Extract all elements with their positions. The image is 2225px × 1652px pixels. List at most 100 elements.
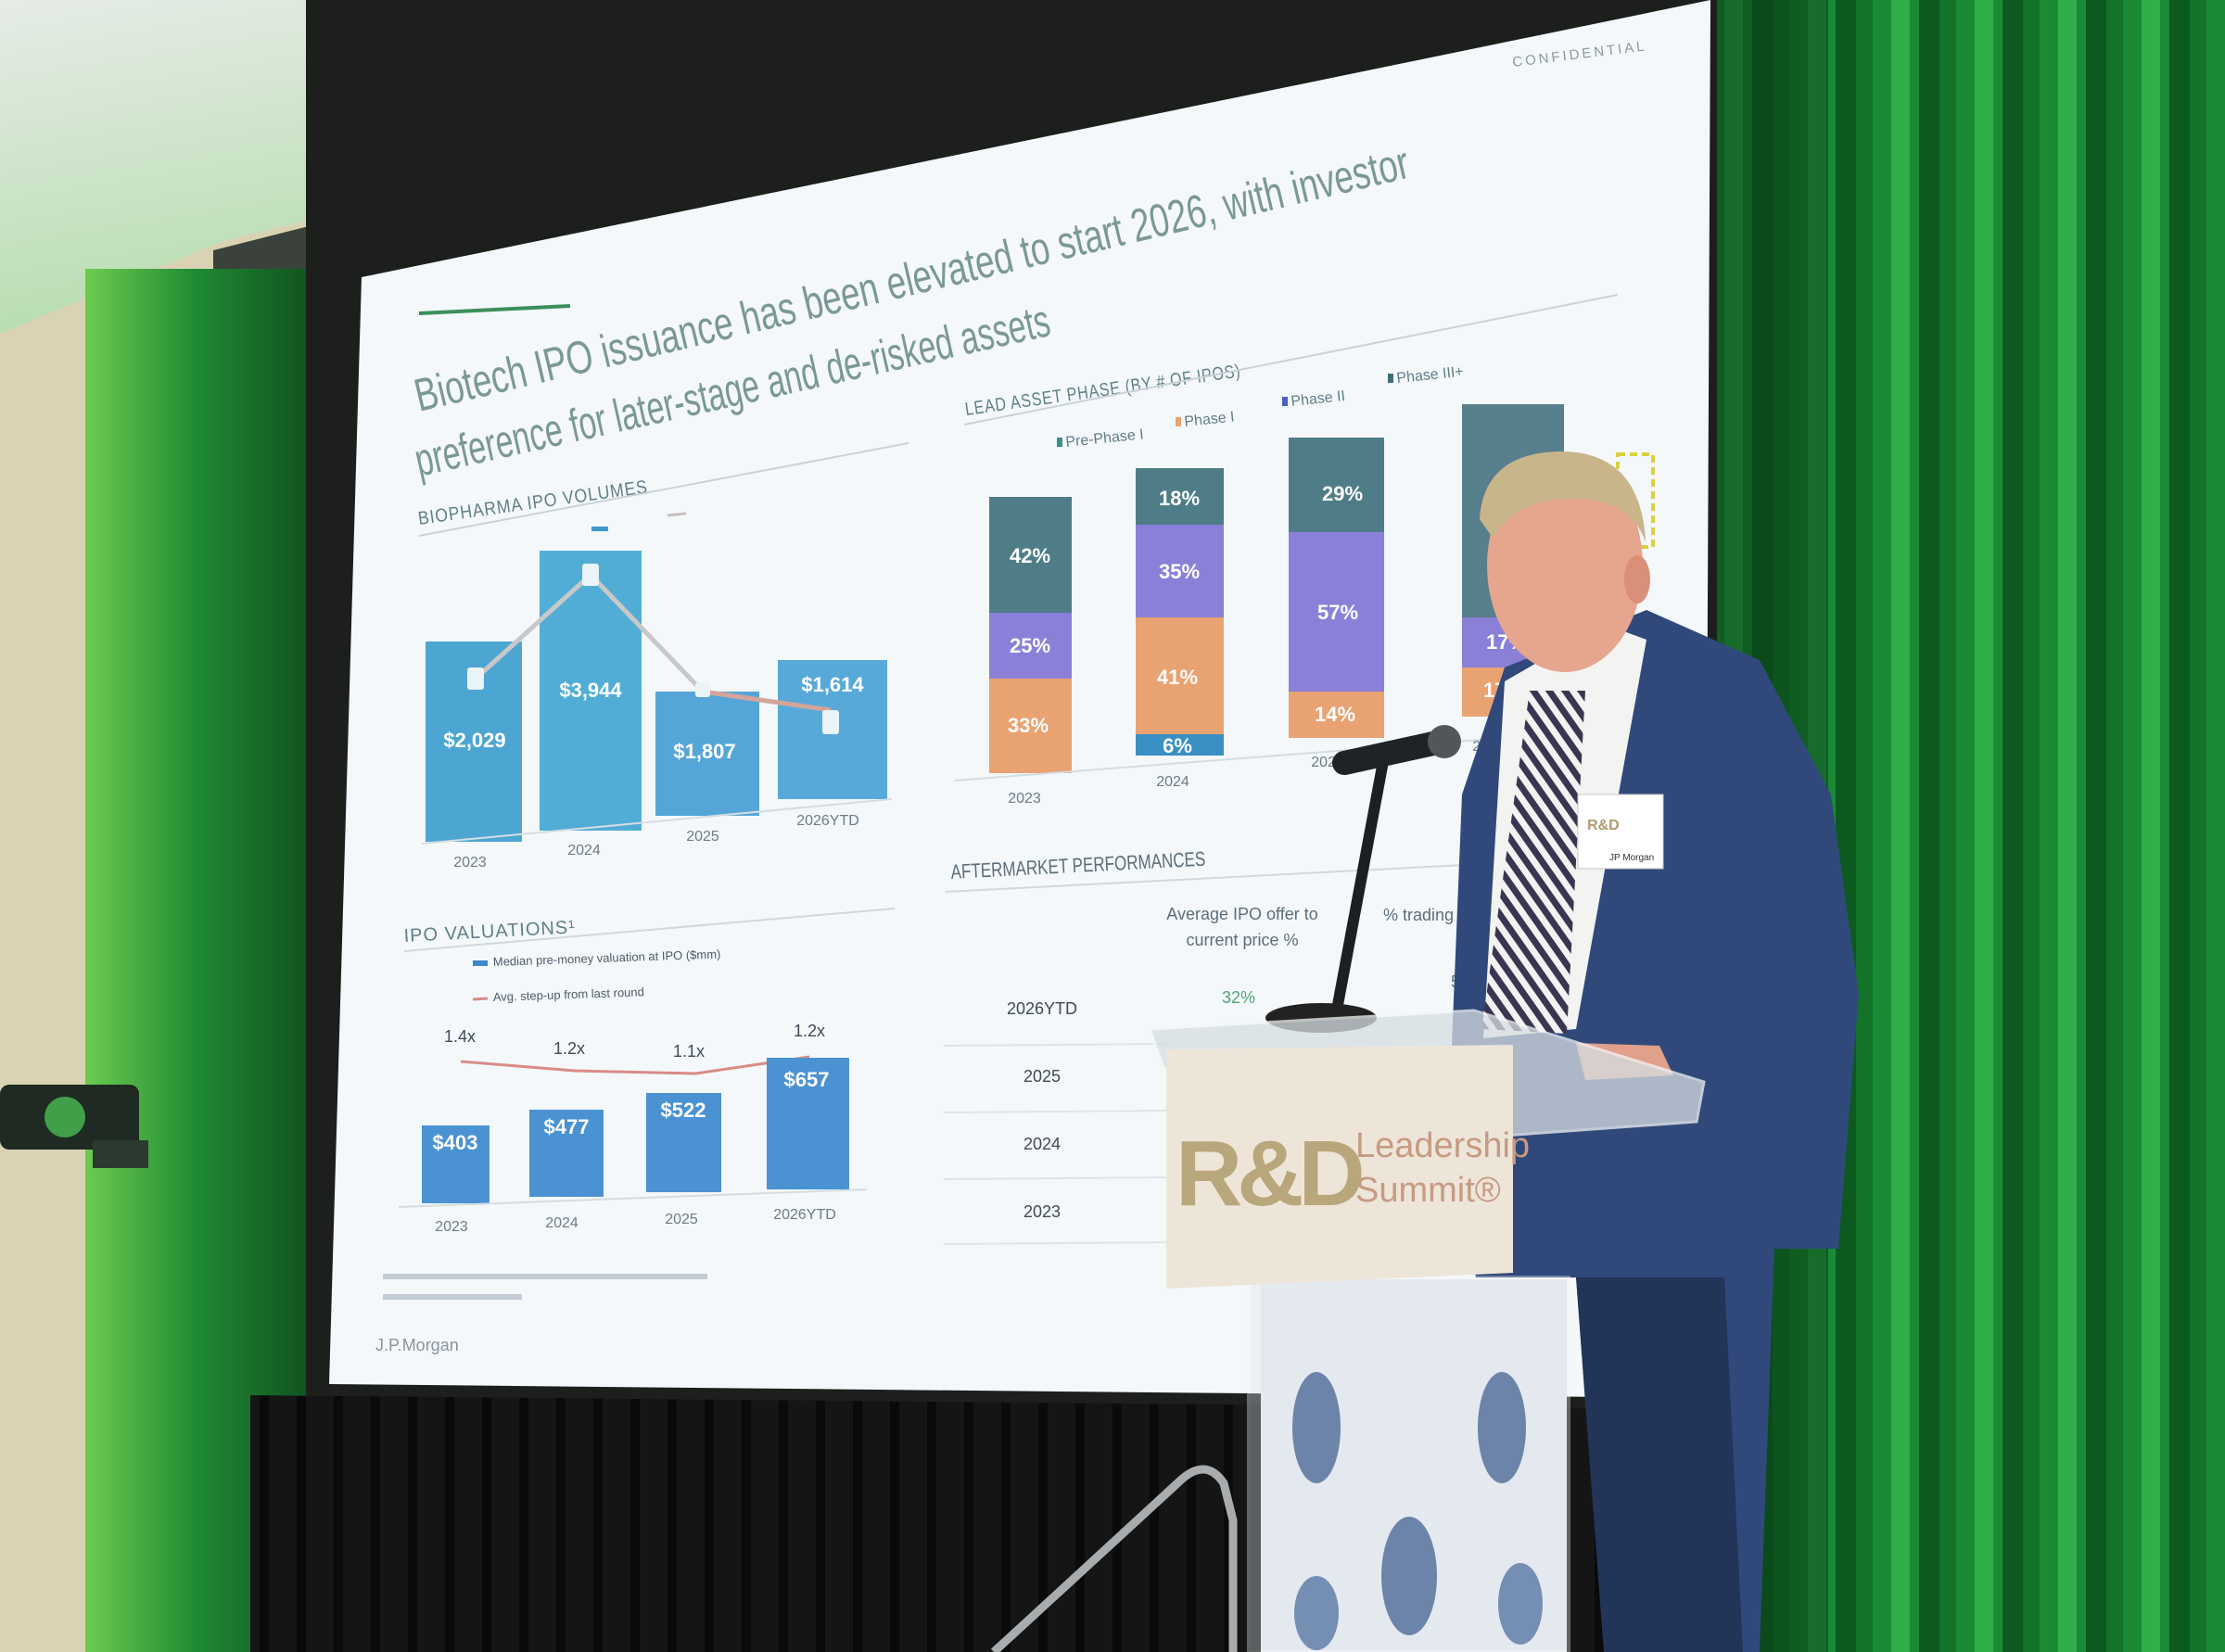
legend-swatch-bar — [591, 527, 608, 531]
x-label: 2023 — [1008, 791, 1041, 807]
camera-light — [44, 1097, 85, 1137]
bar-value: $657 — [784, 1068, 830, 1091]
segment-label: 57% — [1317, 601, 1358, 624]
row-divider — [943, 1043, 1169, 1047]
segment-label: 35% — [1159, 560, 1200, 583]
camera-rig — [0, 1085, 148, 1168]
valuation-bar — [646, 1093, 721, 1192]
row-label: 2025 — [1024, 1067, 1061, 1086]
head — [1487, 459, 1643, 672]
bar-2024 — [540, 551, 642, 831]
name-badge: R&D JP Morgan — [1577, 794, 1664, 870]
heading-rule — [945, 863, 1484, 893]
badge-brand: R&D — [1587, 818, 1620, 833]
heading-rule — [963, 294, 1619, 426]
x-label: 2024 — [545, 1215, 578, 1231]
camera-mount — [93, 1140, 148, 1168]
segment-label: 6% — [1163, 734, 1192, 757]
hair — [1480, 451, 1646, 542]
heading-rule — [403, 908, 896, 952]
badge-company: JP Morgan — [1609, 853, 1654, 863]
x-label: 2023 — [453, 855, 487, 870]
valuation-bar — [767, 1058, 849, 1189]
ceiling — [0, 0, 1205, 334]
segment-phase2 — [1136, 525, 1224, 617]
deals-line-ytd — [702, 689, 832, 713]
footnote-text-blur — [383, 1294, 522, 1300]
column-header: current price % — [1186, 931, 1298, 949]
row-label: 2023 — [1024, 1202, 1061, 1221]
podium-brand: R&D — [1176, 1122, 1362, 1226]
lead-asset-phase-chart: LEAD ASSET PHASE (BY # OF IPOS) Pre-Phas… — [954, 294, 1655, 807]
stair-railing — [990, 1465, 1238, 1652]
row-label: 2026YTD — [1007, 999, 1077, 1018]
podium: R&D Leadership Summit® — [1147, 1009, 1706, 1652]
bar-value: $1,614 — [801, 673, 864, 696]
podium-glass-column — [1247, 1276, 1570, 1652]
bar-value: $522 — [661, 1099, 706, 1122]
table-value: 32% — [1222, 988, 1255, 1007]
legend-swatch — [1057, 438, 1062, 447]
bar-value: $3,944 — [559, 679, 622, 702]
segment-label: 29% — [1322, 482, 1363, 505]
axis — [398, 1188, 868, 1208]
heading-rule — [418, 442, 909, 537]
footnote-text-blur — [383, 1274, 707, 1279]
bar-value: $477 — [544, 1115, 590, 1138]
stepup-label: 1.2x — [794, 1022, 825, 1040]
legend-swatch-line — [667, 512, 687, 517]
podium-tagline-line2: Summit® — [1355, 1171, 1501, 1210]
podium-tagline-line1: Leadership — [1355, 1126, 1530, 1165]
legend-item: Phase II — [1290, 388, 1346, 410]
x-label: 2024 — [1156, 774, 1189, 790]
deals-marker — [582, 564, 599, 586]
legend-swatch-bar — [473, 960, 488, 966]
row-divider — [943, 1110, 1169, 1113]
legend-swatch — [1388, 374, 1393, 383]
row-label: 2024 — [1024, 1135, 1061, 1153]
segment-prephase — [1136, 734, 1224, 756]
bar-value: $403 — [433, 1131, 478, 1154]
segment-label: 18% — [1159, 487, 1200, 510]
segment-label: 41% — [1157, 666, 1198, 689]
legend-line: Avg. step-up from last round — [493, 985, 645, 1004]
legend-item: Phase I — [1184, 409, 1236, 430]
segment-phase1 — [1136, 617, 1224, 734]
segment-label: 25% — [1010, 634, 1050, 657]
segment-phase3 — [1289, 438, 1384, 532]
bar-2025 — [655, 692, 759, 816]
segment-phase1 — [989, 679, 1072, 773]
valuation-bar — [422, 1125, 490, 1203]
segment-label: 14% — [1315, 703, 1355, 726]
legend-swatch — [1282, 397, 1288, 406]
legend-swatch-line — [472, 997, 489, 1001]
stepup-label: 1.4x — [444, 1027, 476, 1046]
suit-shadow — [1576, 1277, 1743, 1652]
stepup-line — [460, 1055, 810, 1075]
legend-swatch — [1176, 417, 1181, 426]
x-label: 2026YTD — [773, 1207, 836, 1223]
badge-card — [1577, 794, 1664, 870]
bar-value: $2,029 — [443, 729, 505, 752]
segment-phase3 — [1136, 468, 1224, 525]
speaker: R&D JP Morgan — [1448, 451, 1859, 1652]
jpmorgan-logo: J.P.Morgan — [375, 1336, 459, 1354]
deals-marker — [695, 682, 710, 697]
row-divider — [943, 1241, 1169, 1245]
segment-phase1 — [1289, 692, 1384, 738]
deals-marker — [822, 710, 839, 734]
segment-label: 42% — [1010, 544, 1050, 567]
valuation-bar — [529, 1110, 604, 1197]
deals-marker — [467, 667, 484, 690]
x-label: 2025 — [665, 1212, 698, 1227]
segment-label: 33% — [1008, 714, 1049, 737]
axis — [421, 798, 893, 845]
mic-head — [1428, 725, 1461, 758]
podium-base-pattern — [1261, 1279, 1567, 1652]
stepup-label: 1.1x — [673, 1042, 705, 1061]
segment-phase2 — [1289, 532, 1384, 692]
ear — [1624, 555, 1650, 604]
mic-body — [1332, 730, 1454, 775]
x-label: 2023 — [435, 1219, 468, 1235]
